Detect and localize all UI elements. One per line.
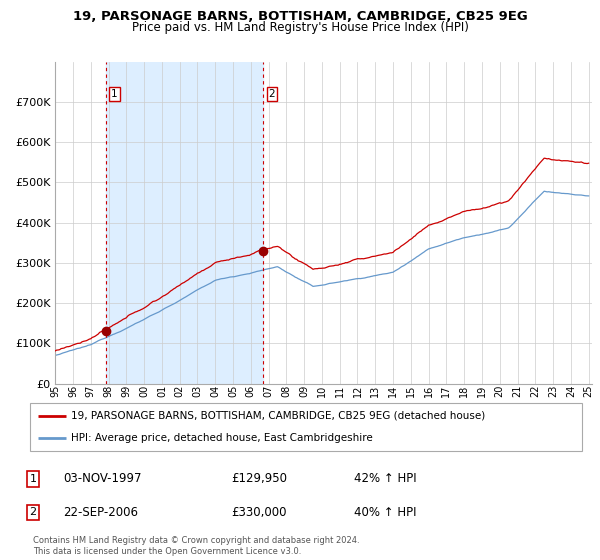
FancyBboxPatch shape	[30, 403, 582, 451]
Text: 19, PARSONAGE BARNS, BOTTISHAM, CAMBRIDGE, CB25 9EG (detached house): 19, PARSONAGE BARNS, BOTTISHAM, CAMBRIDG…	[71, 410, 485, 421]
Text: 03-NOV-1997: 03-NOV-1997	[63, 472, 142, 486]
Text: Contains HM Land Registry data © Crown copyright and database right 2024.
This d: Contains HM Land Registry data © Crown c…	[33, 536, 359, 556]
Text: 42% ↑ HPI: 42% ↑ HPI	[354, 472, 416, 486]
Bar	[106, 62, 263, 384]
Text: £129,950: £129,950	[231, 472, 287, 486]
Text: 2: 2	[269, 89, 275, 99]
Text: 2: 2	[29, 507, 37, 517]
Text: £330,000: £330,000	[231, 506, 287, 519]
Text: 40% ↑ HPI: 40% ↑ HPI	[354, 506, 416, 519]
Text: 1: 1	[111, 89, 118, 99]
Text: HPI: Average price, detached house, East Cambridgeshire: HPI: Average price, detached house, East…	[71, 433, 373, 444]
Text: 1: 1	[29, 474, 37, 484]
Text: 22-SEP-2006: 22-SEP-2006	[63, 506, 138, 519]
Text: 19, PARSONAGE BARNS, BOTTISHAM, CAMBRIDGE, CB25 9EG: 19, PARSONAGE BARNS, BOTTISHAM, CAMBRIDG…	[73, 10, 527, 23]
Text: Price paid vs. HM Land Registry's House Price Index (HPI): Price paid vs. HM Land Registry's House …	[131, 21, 469, 34]
